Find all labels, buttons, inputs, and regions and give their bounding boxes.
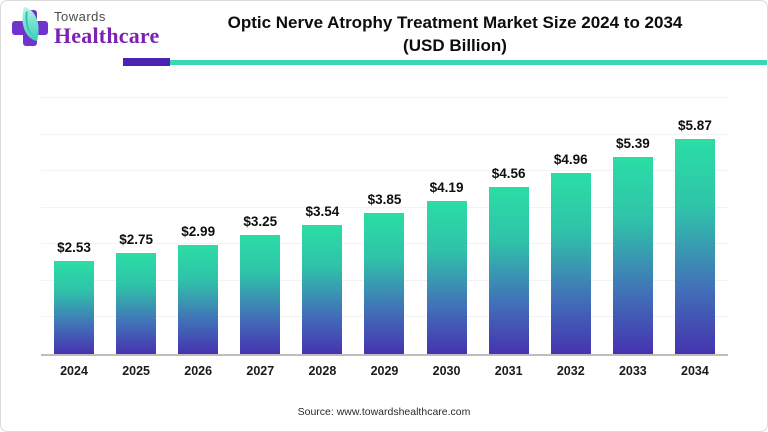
header-divider-purple: [123, 58, 170, 66]
bar-value-label: $3.85: [367, 192, 402, 208]
gridline: [41, 170, 728, 172]
x-tick-label: 2029: [370, 364, 399, 378]
x-tick-label: 2028: [308, 364, 337, 378]
brand-name-healthcare: Healthcare: [54, 23, 160, 48]
bar-2029: $3.85: [364, 192, 405, 354]
bar-value-label: $4.96: [553, 151, 588, 167]
healthcare-cross-icon: [11, 6, 49, 47]
bar-2024: $2.53: [54, 240, 94, 354]
gridline: [41, 133, 728, 135]
bar-2027: $3.25: [240, 214, 281, 354]
title-line-2: (USD Billion): [403, 36, 507, 55]
x-tick-label: 2033: [618, 364, 647, 378]
gridline: [41, 206, 728, 208]
plot-area: $2.53 $2.75 $2.99 $3.25 $3.54 $3.85 $4.19 $4.56…: [41, 97, 728, 356]
bar-2026: $2.99: [178, 224, 219, 354]
title-line-1: Optic Nerve Atrophy Treatment Market Siz…: [227, 13, 683, 32]
bar-2030: $4.19: [426, 180, 467, 354]
x-tick-label: 2026: [184, 364, 213, 378]
page-title: Optic Nerve Atrophy Treatment Market Siz…: [151, 11, 759, 57]
bar-value-label: $3.54: [305, 203, 340, 219]
bar-2031: $4.56: [488, 166, 529, 354]
bar-value-label: $3.25: [243, 214, 278, 230]
brand-logo: Towards Healthcare: [11, 6, 159, 48]
x-tick-label: 2025: [122, 364, 150, 378]
bar-2032: $4.96: [550, 152, 591, 354]
x-tick-label: 2024: [60, 364, 88, 378]
bar-value-label: $5.87: [678, 118, 712, 134]
bar-2033: $5.39: [612, 136, 653, 354]
x-tick-label: 2034: [681, 364, 709, 378]
x-tick-label: 2027: [246, 364, 275, 378]
bar-value-label: $5.39: [615, 135, 650, 151]
bar-value-label: $4.56: [491, 166, 526, 182]
bar-2028: $3.54: [302, 204, 343, 354]
x-tick-label: 2032: [556, 364, 585, 378]
bar-2025: $2.75: [116, 232, 157, 354]
bar-value-label: $2.75: [119, 232, 153, 248]
gridline: [41, 97, 728, 98]
x-tick-label: 2030: [432, 364, 461, 378]
bar-2034: $5.87: [674, 118, 715, 354]
bar-value-label: $2.99: [181, 223, 216, 239]
bar-value-label: $4.19: [429, 179, 464, 195]
brand-name-towards: Towards: [54, 9, 106, 24]
x-tick-label: 2031: [494, 364, 523, 378]
header-divider-teal: [168, 60, 767, 65]
x-axis: 2024 2025 2026 2027 2028 2029 2030 2031 2032 2033…: [41, 364, 728, 378]
source-text: Source: www.towardshealthcare.com: [297, 406, 471, 418]
bar-value-label: $2.53: [57, 240, 91, 256]
brand-wordmark: Towards Healthcare: [54, 9, 159, 48]
